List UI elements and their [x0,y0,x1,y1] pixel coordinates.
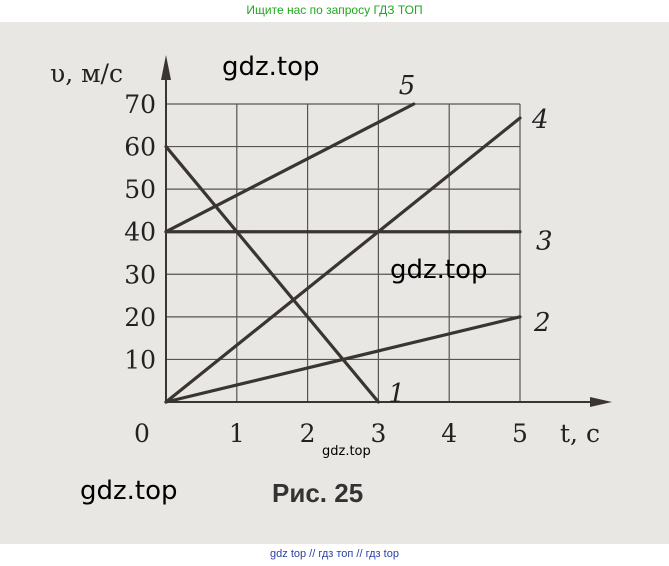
y-tick-label: 10 [124,345,156,374]
y-tick-label: 60 [124,133,156,162]
bottom-banner[interactable]: gdz top // гдз топ // гдз top [270,548,399,560]
x-tick-label: 3 [370,419,386,448]
y-axis-label: υ, м/с [50,59,123,88]
series-label: 5 [399,71,416,101]
series-label: 2 [533,308,551,338]
watermark: gdz.top [322,444,371,459]
x-tick-label: 0 [134,419,150,448]
series-line-4 [164,116,522,404]
y-tick-label: 20 [124,303,156,332]
watermark: gdz.top [80,476,178,506]
axes [161,55,612,407]
watermark: gdz.top [390,255,488,285]
figure-caption: Рис. 25 [272,478,364,508]
series-line-5 [164,102,416,234]
y-tick-label: 50 [124,175,156,204]
x-tick-label: 1 [229,419,245,448]
y-tick-label: 40 [124,218,156,247]
x-tick-label: 5 [512,419,528,448]
textbook-figure [0,22,669,544]
y-axis-arrow-icon [161,55,171,80]
watermark: gdz.top [222,52,320,82]
top-banner[interactable]: Ищите нас по запросу ГДЗ ТОП [246,3,423,17]
x-tick-label: 2 [300,419,316,448]
series-line-2 [164,315,522,404]
x-tick-label: 4 [441,419,457,448]
series-label: 1 [388,379,405,409]
series-label: 3 [536,227,553,257]
x-axis-arrow-icon [590,397,612,407]
series-lines [164,102,522,404]
y-tick-label: 70 [124,90,156,119]
x-axis-label: t, с [560,419,600,448]
y-tick-label: 30 [124,260,156,289]
series-label: 4 [531,105,549,135]
